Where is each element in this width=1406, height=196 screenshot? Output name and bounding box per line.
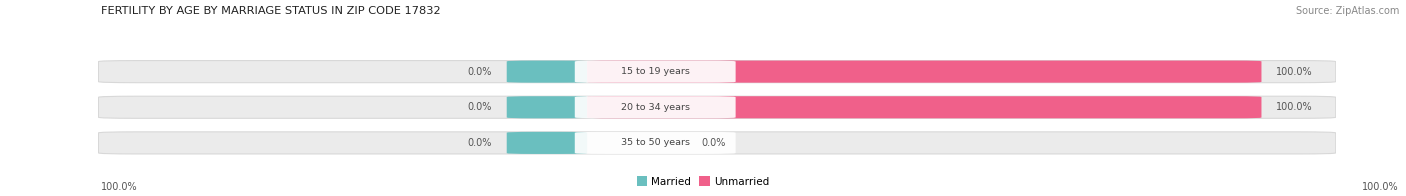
Text: 15 to 19 years: 15 to 19 years bbox=[621, 67, 689, 76]
Text: 100.0%: 100.0% bbox=[101, 182, 138, 192]
FancyBboxPatch shape bbox=[98, 96, 1336, 118]
FancyBboxPatch shape bbox=[98, 132, 1336, 154]
FancyBboxPatch shape bbox=[98, 61, 1336, 83]
FancyBboxPatch shape bbox=[506, 61, 588, 83]
FancyBboxPatch shape bbox=[575, 61, 735, 83]
FancyBboxPatch shape bbox=[506, 132, 588, 154]
FancyBboxPatch shape bbox=[506, 96, 588, 118]
Text: 20 to 34 years: 20 to 34 years bbox=[620, 103, 690, 112]
Text: 0.0%: 0.0% bbox=[468, 138, 492, 148]
Text: 0.0%: 0.0% bbox=[468, 67, 492, 77]
FancyBboxPatch shape bbox=[588, 61, 1261, 83]
Text: FERTILITY BY AGE BY MARRIAGE STATUS IN ZIP CODE 17832: FERTILITY BY AGE BY MARRIAGE STATUS IN Z… bbox=[101, 6, 441, 16]
FancyBboxPatch shape bbox=[588, 96, 1261, 118]
Text: 100.0%: 100.0% bbox=[1362, 182, 1399, 192]
Text: 100.0%: 100.0% bbox=[1277, 67, 1313, 77]
Text: 35 to 50 years: 35 to 50 years bbox=[620, 138, 690, 147]
FancyBboxPatch shape bbox=[575, 132, 735, 154]
Text: Source: ZipAtlas.com: Source: ZipAtlas.com bbox=[1295, 6, 1399, 16]
Legend: Married, Unmarried: Married, Unmarried bbox=[633, 172, 773, 191]
Text: 100.0%: 100.0% bbox=[1277, 102, 1313, 112]
Text: 0.0%: 0.0% bbox=[468, 102, 492, 112]
FancyBboxPatch shape bbox=[575, 96, 735, 118]
Text: 0.0%: 0.0% bbox=[702, 138, 725, 148]
